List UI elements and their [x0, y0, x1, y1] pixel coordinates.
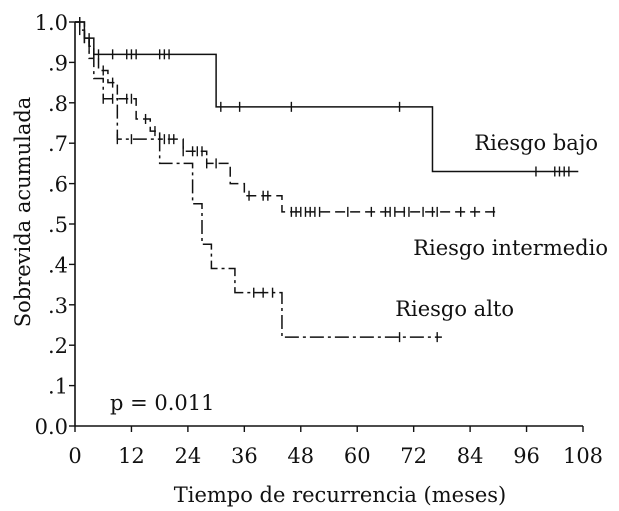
y-tick-label: .4	[48, 253, 68, 277]
x-tick-label: 108	[563, 444, 603, 468]
x-tick-label: 36	[231, 444, 258, 468]
y-tick-label: .9	[48, 51, 68, 75]
x-tick-label: 60	[344, 444, 371, 468]
x-tick-label: 96	[513, 444, 540, 468]
series-label-riesgo-alto: Riesgo alto	[395, 297, 514, 321]
y-tick-label: .5	[48, 213, 68, 237]
x-tick-label: 72	[400, 444, 427, 468]
plot-area	[75, 17, 579, 343]
y-tick-label: .8	[48, 92, 68, 116]
x-tick-label: 12	[118, 444, 145, 468]
y-tick-label: 1.0	[35, 11, 68, 35]
series-riesgo-alto	[75, 17, 442, 343]
x-axis-title: Tiempo de recurrencia (meses)	[174, 483, 507, 507]
survival-line-riesgo-alto	[75, 21, 442, 338]
y-tick-label: .2	[48, 334, 68, 358]
series-label-riesgo-bajo: Riesgo bajo	[474, 131, 598, 155]
x-tick-label: 24	[175, 444, 202, 468]
series-riesgo-intermedio	[75, 21, 499, 217]
axes	[69, 21, 584, 432]
y-axis-title: Sobrevida acumulada	[11, 97, 35, 328]
y-tick-label: .7	[48, 132, 68, 156]
y-tick-label: .6	[48, 173, 68, 197]
series-label-riesgo-intermedio: Riesgo intermedio	[413, 236, 608, 260]
p-value-annotation: p = 0.011	[110, 391, 215, 415]
x-tick-label: 84	[457, 444, 484, 468]
survival-line-riesgo-intermedio	[75, 21, 499, 213]
y-tick-label: .1	[48, 375, 68, 399]
x-tick-label: 48	[287, 444, 314, 468]
tick-labels: 0 12 24 36 48 60 72 84 96 108 0.0 .1 .2 .3 .4 .5 .6 .7 .8.…	[35, 11, 603, 468]
y-tick-label: 0.0	[35, 415, 68, 439]
x-tick-label: 0	[68, 444, 81, 468]
y-tick-label: .3	[48, 294, 68, 318]
